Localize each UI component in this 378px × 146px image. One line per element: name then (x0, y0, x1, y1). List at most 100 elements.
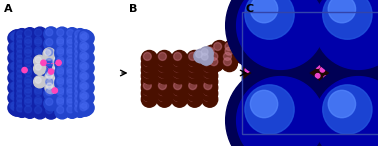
Ellipse shape (311, 16, 315, 20)
Ellipse shape (80, 101, 87, 108)
Ellipse shape (323, 85, 372, 134)
Ellipse shape (23, 67, 37, 82)
Ellipse shape (274, 39, 279, 43)
Ellipse shape (332, 91, 336, 95)
Ellipse shape (343, 75, 347, 79)
Ellipse shape (297, 40, 302, 45)
Ellipse shape (353, 118, 357, 123)
Ellipse shape (25, 89, 32, 96)
Ellipse shape (366, 118, 370, 122)
Ellipse shape (55, 37, 69, 51)
Ellipse shape (324, 97, 328, 101)
Ellipse shape (46, 78, 53, 86)
Ellipse shape (200, 47, 213, 60)
Ellipse shape (44, 47, 58, 61)
Ellipse shape (55, 75, 69, 89)
Ellipse shape (55, 77, 69, 91)
Ellipse shape (172, 80, 187, 95)
Ellipse shape (55, 67, 69, 81)
Ellipse shape (46, 73, 53, 79)
Ellipse shape (25, 56, 32, 63)
Ellipse shape (293, 45, 298, 49)
Ellipse shape (67, 89, 74, 96)
Ellipse shape (65, 74, 79, 88)
Ellipse shape (279, 14, 283, 19)
Ellipse shape (65, 48, 79, 62)
Ellipse shape (8, 31, 22, 45)
Ellipse shape (243, 12, 248, 17)
Ellipse shape (304, 0, 378, 80)
Ellipse shape (25, 99, 32, 106)
Ellipse shape (44, 57, 58, 71)
Ellipse shape (288, 75, 293, 80)
Ellipse shape (11, 81, 19, 88)
Ellipse shape (264, 52, 268, 56)
Ellipse shape (73, 68, 87, 83)
Ellipse shape (158, 58, 166, 66)
Ellipse shape (65, 84, 79, 98)
Ellipse shape (141, 74, 157, 90)
Ellipse shape (73, 34, 87, 48)
Ellipse shape (376, 122, 378, 127)
Ellipse shape (376, 49, 378, 54)
Ellipse shape (65, 38, 79, 52)
Ellipse shape (352, 68, 357, 72)
Ellipse shape (288, 40, 293, 45)
Ellipse shape (82, 53, 89, 60)
Ellipse shape (75, 80, 82, 87)
Ellipse shape (258, 87, 262, 91)
Ellipse shape (80, 74, 87, 81)
Ellipse shape (376, 68, 378, 72)
Ellipse shape (82, 63, 89, 70)
Ellipse shape (243, 50, 248, 54)
Ellipse shape (75, 55, 82, 62)
Ellipse shape (34, 67, 42, 74)
Ellipse shape (225, 47, 233, 55)
Ellipse shape (250, 90, 278, 118)
Ellipse shape (15, 83, 29, 98)
Ellipse shape (73, 63, 87, 78)
Ellipse shape (67, 79, 74, 86)
Ellipse shape (322, 93, 327, 97)
Ellipse shape (143, 87, 151, 95)
Ellipse shape (25, 39, 32, 47)
Ellipse shape (291, 95, 295, 99)
Ellipse shape (57, 37, 64, 44)
Ellipse shape (23, 94, 37, 108)
Ellipse shape (158, 82, 166, 90)
Ellipse shape (55, 85, 69, 99)
Ellipse shape (376, 30, 378, 35)
Ellipse shape (75, 40, 82, 48)
Ellipse shape (365, 54, 370, 59)
Ellipse shape (34, 106, 42, 113)
Ellipse shape (284, 74, 288, 78)
Ellipse shape (308, 44, 312, 48)
Ellipse shape (67, 59, 74, 66)
Ellipse shape (80, 32, 87, 39)
Ellipse shape (78, 92, 92, 106)
Ellipse shape (10, 40, 24, 54)
Ellipse shape (189, 52, 197, 60)
Ellipse shape (80, 104, 87, 111)
Ellipse shape (299, 106, 303, 111)
Ellipse shape (323, 23, 328, 28)
Ellipse shape (23, 104, 37, 118)
Ellipse shape (304, 46, 308, 51)
Ellipse shape (156, 56, 172, 72)
Ellipse shape (187, 74, 203, 90)
Ellipse shape (277, 113, 282, 118)
Ellipse shape (348, 52, 352, 57)
Ellipse shape (156, 80, 172, 95)
Ellipse shape (172, 56, 187, 72)
Ellipse shape (225, 42, 233, 51)
Ellipse shape (333, 97, 337, 101)
Ellipse shape (15, 34, 29, 48)
Ellipse shape (11, 94, 19, 101)
Ellipse shape (34, 76, 46, 88)
Ellipse shape (17, 55, 24, 62)
Ellipse shape (80, 81, 94, 95)
Ellipse shape (236, 49, 244, 58)
Ellipse shape (141, 51, 157, 66)
Ellipse shape (206, 47, 214, 55)
Ellipse shape (257, 53, 261, 58)
